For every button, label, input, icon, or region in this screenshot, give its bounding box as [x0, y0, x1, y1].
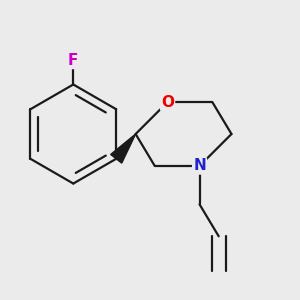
Text: O: O — [161, 94, 174, 110]
Text: N: N — [193, 158, 206, 173]
Polygon shape — [111, 134, 136, 163]
Text: F: F — [68, 53, 79, 68]
